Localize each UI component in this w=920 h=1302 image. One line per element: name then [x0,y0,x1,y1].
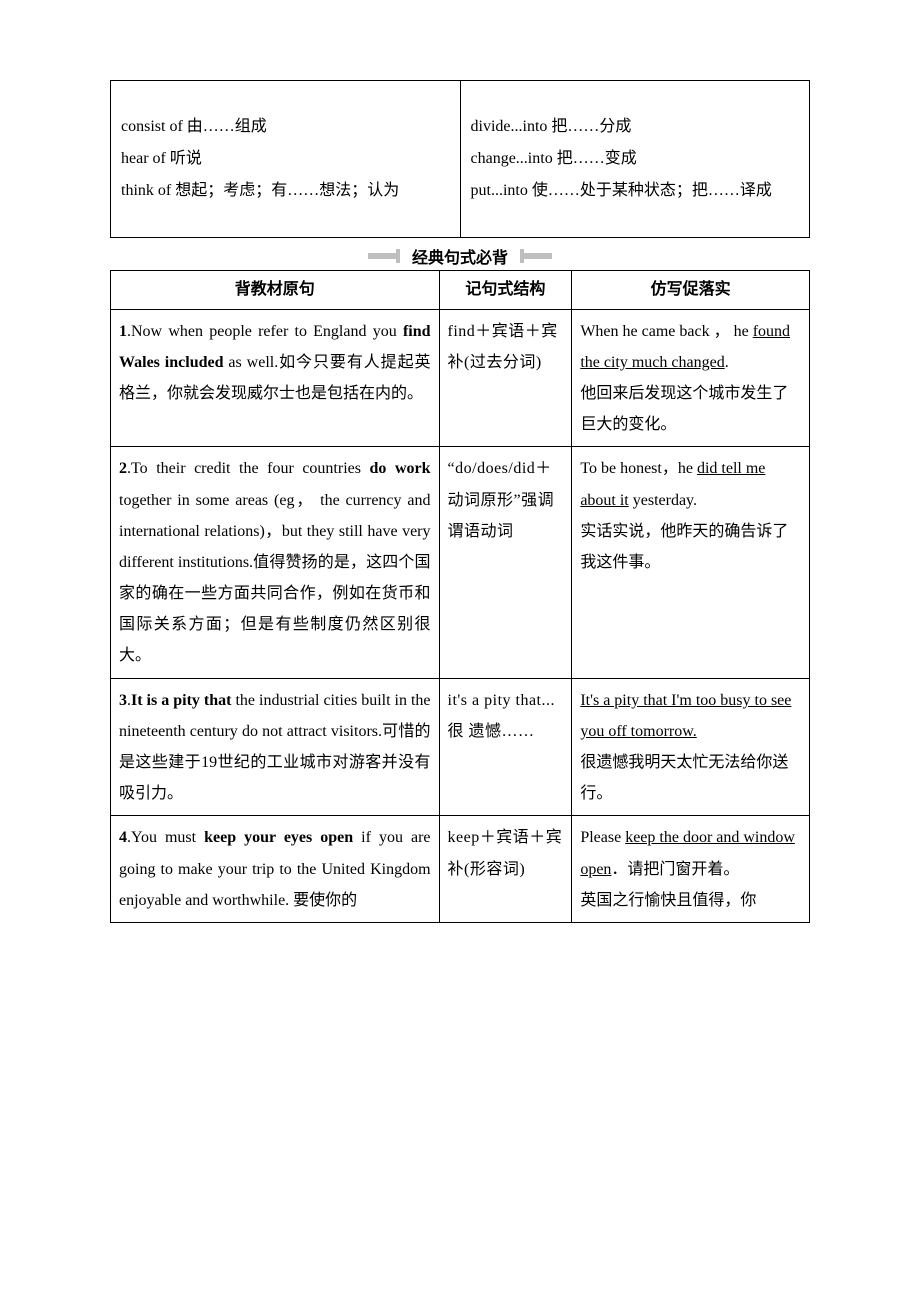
txt: “do/does/did＋动词原形”强调谓语动词 [448,453,564,547]
col-header-structure: 记句式结构 [439,271,572,310]
phrase-table: consist of 由……组成 hear of 听说 think of 想起；… [110,80,810,238]
txt-cn: 很遗憾我明天太忙无法给你送行。 [580,747,801,809]
txt: To be honest，he [580,460,697,477]
txt: .To their credit the four countries [127,460,370,477]
col-header-source: 背教材原句 [111,271,440,310]
txt-bold: keep your eyes open [204,829,353,846]
txt-cn: 实话实说，他昨天的确告诉了我这件事。 [580,516,801,578]
cell-structure: it's a pity that... 很 遗憾…… [439,678,572,816]
section-title: 经典句式必背 [406,244,514,268]
cell-structure: “do/does/did＋动词原形”强调谓语动词 [439,447,572,678]
table-row: 3.It is a pity that the industrial citie… [111,678,810,816]
txt: keep＋宾语＋宾补(形容词) [448,822,564,884]
txt-cn: 英国之行愉快且值得，你 [580,885,801,916]
table-row: 4.You must keep your eyes open if you ar… [111,816,810,923]
cell-practice: To be honest，he did tell me about it yes… [572,447,810,678]
cell-source: 2.To their credit the four countries do … [111,447,440,678]
phrase-cell-left: consist of 由……组成 hear of 听说 think of 想起；… [111,81,461,238]
page-root: consist of 由……组成 hear of 听说 think of 想起；… [0,0,920,983]
cell-practice: It's a pity that I'm too busy to see you… [572,678,810,816]
cell-source: 4.You must keep your eyes open if you ar… [111,816,440,923]
txt-bold: do work [370,460,431,477]
phrase-line: consist of 由……组成 [121,111,450,143]
txt-underline: It's a pity that I'm too busy to see you… [580,692,791,740]
cell-structure: find＋宾语＋宾补(过去分词) [439,309,572,447]
txt-cn: 他回来后发现这个城市发生了巨大的变化。 [580,378,801,440]
row-number: 4 [119,829,127,846]
table-row: 1.Now when people refer to England you f… [111,309,810,447]
txt: ．请把门窗开着。 [611,861,739,878]
row-number: 2 [119,460,127,477]
phrase-line: change...into 把……变成 [471,143,800,175]
txt: yesterday. [629,492,697,509]
row-number: 1 [119,323,127,340]
txt: . [725,354,729,371]
table-row: 2.To their credit the four countries do … [111,447,810,678]
txt: .You must [127,829,204,846]
bracket-right-icon [518,249,552,263]
cell-structure: keep＋宾语＋宾补(形容词) [439,816,572,923]
txt: together in some areas (eg， the currency… [119,492,431,665]
bracket-left-icon [368,249,402,263]
txt: find＋宾语＋宾补(过去分词) [448,316,564,378]
txt: When he came back ， he [580,323,752,340]
cell-practice: When he came back ， he found the city mu… [572,309,810,447]
table-header-row: 背教材原句 记句式结构 仿写促落实 [111,271,810,310]
phrase-line: think of 想起；考虑；有……想法；认为 [121,175,450,207]
row-number: 3 [119,692,127,709]
phrase-line: hear of 听说 [121,143,450,175]
txt: .Now when people refer to England you [127,323,403,340]
txt-bold: It is a pity that [131,692,231,709]
phrase-line: divide...into 把……分成 [471,111,800,143]
cell-practice: Please keep the door and window open．请把门… [572,816,810,923]
section-header: 经典句式必背 [110,244,810,268]
sentence-table: 背教材原句 记句式结构 仿写促落实 1.Now when people refe… [110,270,810,923]
cell-source: 1.Now when people refer to England you f… [111,309,440,447]
cell-source: 3.It is a pity that the industrial citie… [111,678,440,816]
txt: it's a pity that... 很 遗憾…… [448,685,564,747]
phrase-cell-right: divide...into 把……分成 change...into 把……变成 … [460,81,810,238]
txt: Please [580,829,625,846]
phrase-line: put...into 使……处于某种状态；把……译成 [471,175,800,207]
col-header-practice: 仿写促落实 [572,271,810,310]
